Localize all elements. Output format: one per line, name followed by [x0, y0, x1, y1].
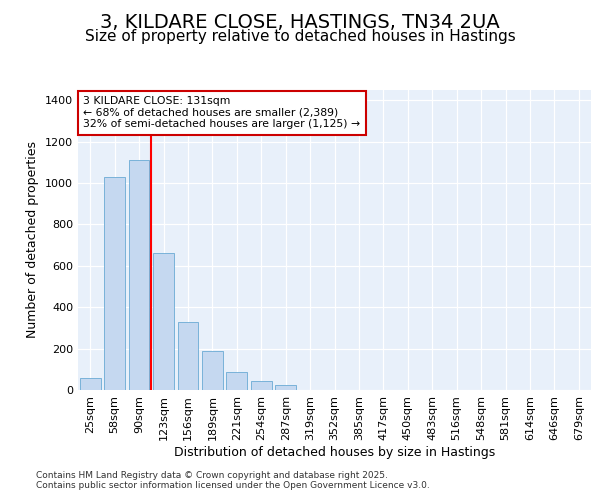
Text: Contains HM Land Registry data © Crown copyright and database right 2025.
Contai: Contains HM Land Registry data © Crown c…	[36, 470, 430, 490]
Bar	[226, 372, 247, 390]
Text: 3, KILDARE CLOSE, HASTINGS, TN34 2UA: 3, KILDARE CLOSE, HASTINGS, TN34 2UA	[100, 13, 500, 32]
Bar	[178, 322, 199, 390]
Bar	[275, 386, 296, 390]
Bar	[251, 380, 272, 390]
Text: 3 KILDARE CLOSE: 131sqm
← 68% of detached houses are smaller (2,389)
32% of semi: 3 KILDARE CLOSE: 131sqm ← 68% of detache…	[83, 96, 360, 129]
Bar	[202, 350, 223, 390]
Y-axis label: Number of detached properties: Number of detached properties	[26, 142, 40, 338]
Bar	[153, 254, 174, 390]
Bar	[80, 378, 101, 390]
Bar	[128, 160, 149, 390]
Bar	[104, 177, 125, 390]
Text: Size of property relative to detached houses in Hastings: Size of property relative to detached ho…	[85, 28, 515, 44]
X-axis label: Distribution of detached houses by size in Hastings: Distribution of detached houses by size …	[174, 446, 495, 458]
